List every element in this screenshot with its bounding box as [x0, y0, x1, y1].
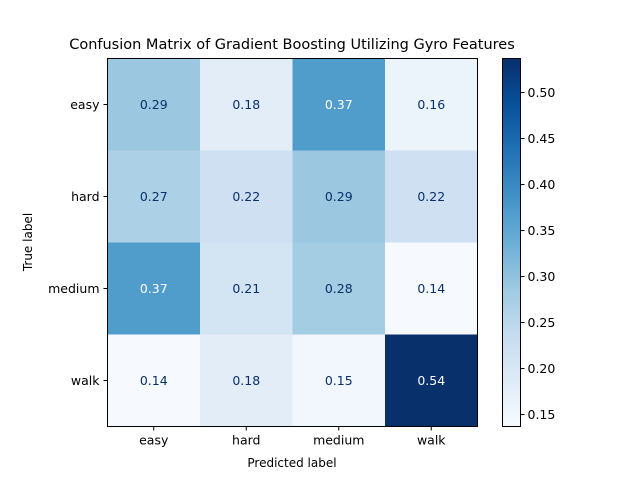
cell-value-label: 0.37 — [325, 97, 353, 112]
heatmap-cell — [107, 334, 201, 427]
cell-value-label: 0.16 — [417, 97, 445, 112]
chart-title: Confusion Matrix of Gradient Boosting Ut… — [69, 37, 515, 53]
heatmap-cell — [385, 242, 478, 335]
heatmap-cell — [200, 334, 293, 427]
cell-value-label: 0.22 — [417, 189, 445, 204]
y-tick-label: walk — [71, 373, 100, 388]
y-tick-label: medium — [48, 281, 99, 296]
heatmap-cell — [385, 334, 478, 427]
colorbar-tick-label: 0.15 — [528, 407, 556, 422]
colorbar-tick-label: 0.25 — [528, 315, 556, 330]
colorbar-tick-label: 0.50 — [528, 85, 556, 100]
heatmap-cell — [200, 242, 293, 335]
x-axis-label: Predicted label — [247, 456, 336, 470]
cell-value-label: 0.22 — [232, 189, 260, 204]
colorbar-tick-label: 0.30 — [528, 269, 556, 284]
x-tick-label: walk — [417, 433, 446, 448]
cell-value-label: 0.29 — [325, 189, 353, 204]
heatmap-cell — [292, 334, 386, 427]
y-tick-label: hard — [71, 189, 99, 204]
colorbar-tick-label: 0.35 — [528, 223, 556, 238]
cell-value-label: 0.14 — [417, 281, 445, 296]
heatmap-cells — [107, 58, 478, 427]
heatmap-cell — [385, 150, 478, 243]
cell-value-label: 0.54 — [417, 373, 445, 388]
colorbar-frame — [502, 58, 521, 427]
heatmap-cell — [107, 58, 201, 151]
y-axis-ticks: easy hard medium walk — [48, 97, 108, 388]
cell-value-label: 0.37 — [140, 281, 168, 296]
cell-value-label: 0.14 — [140, 373, 168, 388]
cell-value-label: 0.27 — [140, 189, 168, 204]
plot-frame — [107, 58, 478, 427]
colorbar-tick-label: 0.20 — [528, 361, 556, 376]
y-tick-label: easy — [70, 97, 100, 112]
cell-value-label: 0.21 — [232, 281, 260, 296]
colorbar-tick-label: 0.45 — [528, 131, 556, 146]
cell-value-label: 0.18 — [232, 373, 260, 388]
colorbar — [502, 59, 520, 426]
cell-value-label: 0.15 — [325, 373, 353, 388]
cell-value-label: 0.18 — [232, 97, 260, 112]
heatmap-cell — [292, 242, 386, 335]
heatmap-cell-labels: 0.29 0.18 0.37 0.16 0.27 0.22 0.29 0.22 0.37 0.21… — [140, 97, 445, 388]
cell-value-label: 0.29 — [140, 97, 168, 112]
x-tick-label: medium — [313, 433, 364, 448]
x-axis-ticks: easy hard medium walk — [139, 426, 446, 448]
colorbar-tick-label: 0.40 — [528, 177, 556, 192]
x-tick-label: easy — [139, 433, 169, 448]
colorbar-ticks: 0.15 0.20 0.25 0.30 0.35 0.40 0.45 0.50 — [520, 85, 556, 422]
y-axis-label: True label — [21, 213, 35, 272]
heatmap-cell — [292, 58, 386, 151]
heatmap-cell — [107, 242, 201, 335]
heatmap-cell — [292, 150, 386, 243]
heatmap-cell — [107, 150, 201, 243]
heatmap-cell — [200, 58, 293, 151]
heatmap-cell — [385, 58, 478, 151]
x-tick-label: hard — [232, 433, 260, 448]
heatmap-cell — [200, 150, 293, 243]
cell-value-label: 0.28 — [325, 281, 353, 296]
